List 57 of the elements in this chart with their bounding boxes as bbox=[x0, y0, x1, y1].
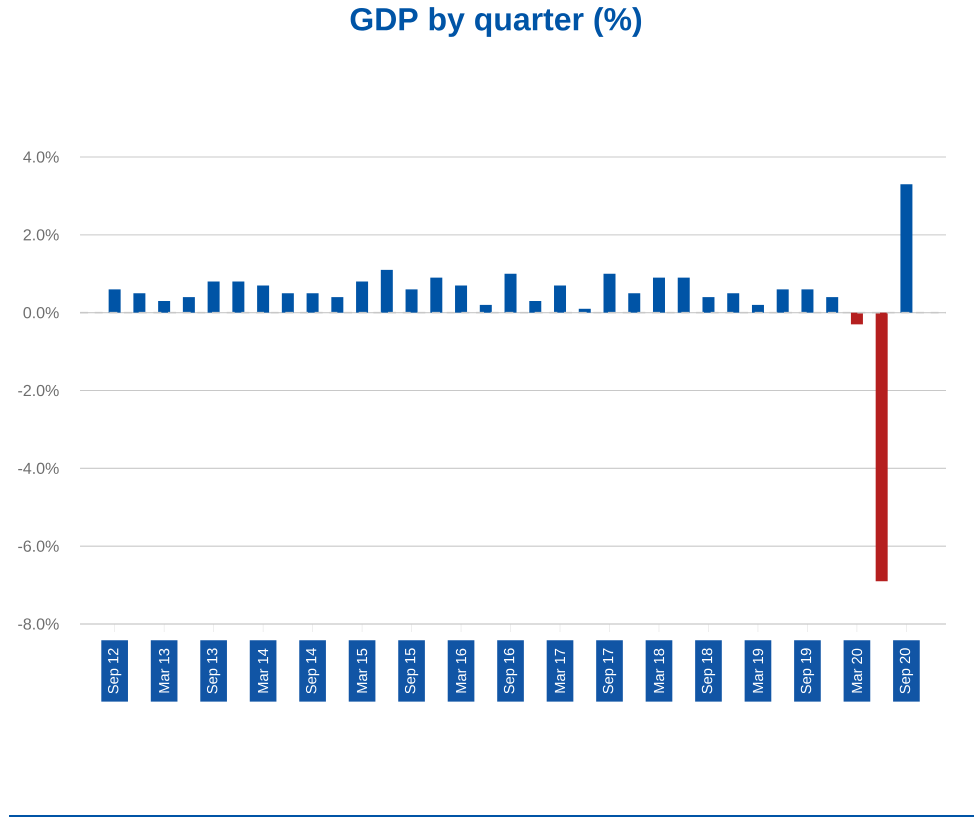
bar bbox=[133, 293, 146, 313]
x-tick-label: Sep 20 bbox=[900, 648, 914, 694]
bar bbox=[702, 297, 714, 313]
bar bbox=[801, 289, 814, 313]
y-tick-label: 4.0% bbox=[23, 151, 59, 163]
bar bbox=[504, 274, 517, 313]
y-tick-label: -4.0% bbox=[18, 462, 59, 474]
bar bbox=[108, 289, 121, 313]
bar bbox=[529, 301, 542, 313]
bar bbox=[380, 270, 393, 313]
bar bbox=[850, 312, 863, 324]
x-tick-label: Sep 14 bbox=[306, 648, 320, 694]
bar bbox=[652, 278, 665, 313]
bar bbox=[826, 297, 838, 313]
x-tick-label: Sep 15 bbox=[404, 648, 418, 694]
y-tick-label: -8.0% bbox=[18, 618, 59, 630]
x-tick-label: Mar 20 bbox=[852, 648, 862, 693]
bar bbox=[306, 293, 319, 313]
bar bbox=[158, 301, 170, 313]
bar bbox=[678, 278, 690, 313]
y-tick-label: -6.0% bbox=[18, 540, 59, 552]
bar bbox=[232, 282, 244, 313]
x-tick-label: Mar 16 bbox=[456, 648, 466, 693]
bar bbox=[876, 312, 888, 582]
x-tick-label: Mar 15 bbox=[356, 648, 368, 693]
y-tick-label: -2.0% bbox=[18, 384, 59, 396]
x-tick-label: Sep 16 bbox=[504, 648, 518, 694]
bar bbox=[282, 293, 294, 313]
x-tick-label: Mar 19 bbox=[752, 648, 764, 693]
bar bbox=[430, 278, 442, 313]
x-tick-label: Sep 12 bbox=[108, 648, 122, 694]
bar bbox=[208, 282, 220, 313]
x-tick-label: Sep 13 bbox=[206, 648, 220, 694]
bar bbox=[406, 289, 418, 313]
y-tick-label: 2.0% bbox=[24, 229, 59, 240]
bar bbox=[480, 304, 492, 313]
y-tick-label: 0.0% bbox=[23, 307, 59, 318]
bar bbox=[752, 304, 764, 313]
x-tick-label: Mar 18 bbox=[654, 648, 664, 693]
x-tick-label: Sep 18 bbox=[702, 648, 716, 694]
x-tick-label: Sep 19 bbox=[800, 648, 814, 694]
bar bbox=[356, 282, 368, 313]
bar bbox=[776, 289, 789, 313]
bar bbox=[455, 285, 468, 313]
bar bbox=[727, 293, 740, 313]
chart-title: GDP by quarter (%) bbox=[350, 7, 642, 37]
x-tick-label: Sep 17 bbox=[602, 648, 616, 694]
bar bbox=[554, 285, 566, 313]
bar bbox=[182, 297, 195, 313]
x-tick-label: Mar 13 bbox=[158, 648, 170, 693]
bar bbox=[257, 285, 270, 313]
bar bbox=[628, 293, 640, 313]
bar bbox=[604, 274, 616, 313]
bar bbox=[900, 184, 912, 313]
x-tick-label: Mar 14 bbox=[258, 648, 268, 693]
x-tick-label: Mar 17 bbox=[554, 648, 566, 693]
bar bbox=[331, 297, 344, 313]
